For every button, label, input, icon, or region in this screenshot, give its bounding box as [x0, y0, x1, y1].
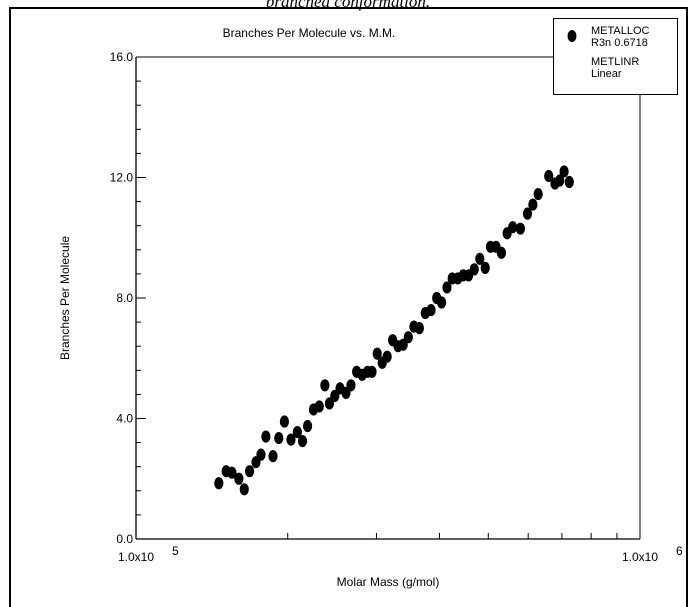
data-point [475, 252, 485, 265]
legend-series-name-metalloc: METALLOC [591, 25, 650, 37]
y-tick-label: 16.0 [110, 50, 134, 64]
data-point [274, 431, 284, 445]
y-tick-label: 0.0 [116, 532, 133, 546]
data-point [515, 222, 525, 235]
data-point [564, 175, 574, 189]
data-points-group [214, 165, 574, 496]
legend-series-detail-metlinr: Linear [591, 68, 622, 80]
x-ticks-group: 1.0x10 5 1.0x10 6 [118, 529, 683, 564]
figure-caption: branched conformation. [265, 0, 431, 11]
y-axis-label: Branches Per Molecule [58, 236, 72, 360]
data-point [268, 450, 278, 463]
data-point [367, 365, 377, 378]
data-point [227, 466, 237, 479]
data-point [239, 483, 249, 496]
data-point [234, 472, 244, 485]
data-point [346, 379, 356, 392]
data-point [528, 198, 538, 211]
y-tick-label: 12.0 [110, 171, 134, 185]
data-point [559, 165, 569, 178]
data-point [403, 331, 413, 344]
data-point [372, 347, 382, 360]
legend-series-name-metlinr: METLINR [591, 56, 640, 68]
x-tick-exponent: 6 [676, 544, 683, 558]
data-point [544, 169, 554, 183]
x-tick-exponent: 5 [172, 544, 179, 558]
data-point [382, 350, 392, 363]
y-tick-label: 4.0 [116, 412, 133, 426]
data-point [555, 174, 565, 187]
data-point [508, 221, 518, 234]
data-point [480, 261, 490, 274]
chart-title: Branches Per Molecule vs. M.M. [223, 26, 396, 40]
data-point [320, 379, 330, 392]
legend-marker-metalloc [567, 30, 577, 42]
data-point [442, 281, 452, 294]
legend: METALLOC R3n 0.6718 METLINR Linear [553, 18, 678, 95]
data-point [496, 246, 507, 259]
data-point [414, 322, 424, 335]
legend-series-detail-metalloc: R3n 0.6718 [591, 37, 648, 49]
data-point [522, 207, 533, 220]
data-point [261, 430, 271, 443]
data-point [314, 400, 324, 413]
data-point [244, 465, 255, 478]
x-axis-label: Molar Mass (g/mol) [337, 575, 440, 589]
x-tick-label: 1.0x10 [622, 550, 658, 564]
x-tick-label: 1.0x10 [118, 550, 154, 564]
data-point [297, 434, 308, 448]
y-ticks-group: 0.0 4.0 8.0 12.0 16.0 [110, 50, 146, 546]
data-point [279, 415, 290, 428]
data-point [437, 296, 447, 309]
data-point [533, 187, 543, 201]
data-point [214, 477, 224, 490]
data-point [426, 303, 436, 317]
data-point [256, 448, 266, 461]
data-point [469, 263, 479, 276]
data-point [302, 419, 313, 433]
y-tick-label: 8.0 [116, 291, 133, 305]
data-point [286, 433, 296, 446]
data-point [292, 425, 302, 439]
chart-frame [9, 7, 688, 607]
